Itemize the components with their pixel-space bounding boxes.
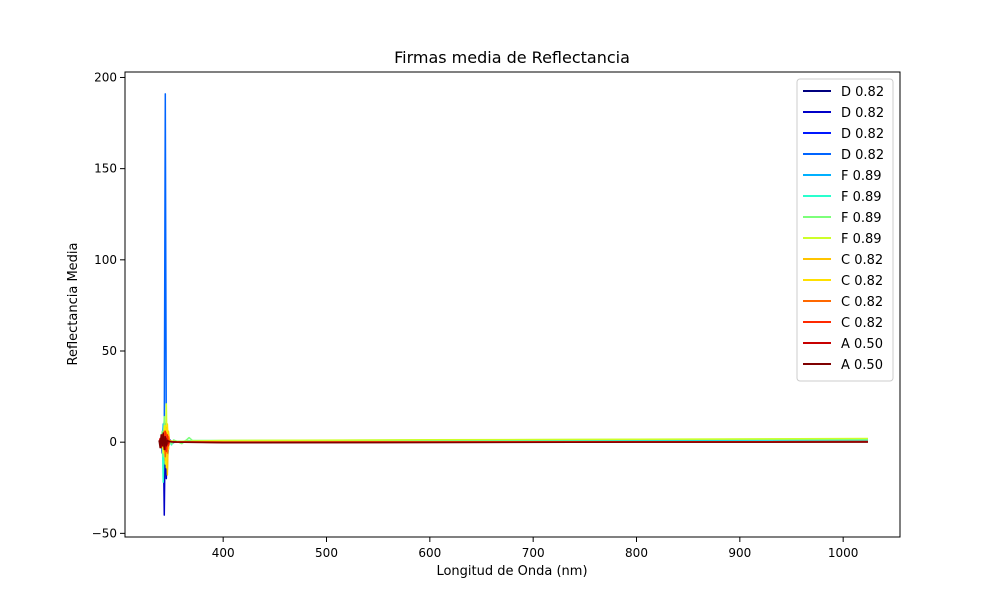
legend-label: D 0.82 xyxy=(841,106,884,121)
y-tick-label: −50 xyxy=(92,526,117,540)
legend-label: A 0.50 xyxy=(841,337,883,352)
x-tick-label: 600 xyxy=(418,546,441,560)
y-tick-label: 0 xyxy=(109,435,117,449)
series-line-2 xyxy=(160,423,868,516)
series-line-1 xyxy=(160,419,868,453)
chart-title: Firmas media de Reflectancia xyxy=(394,48,630,67)
x-tick-label: 1000 xyxy=(828,546,859,560)
plot-frame xyxy=(124,71,901,538)
x-tick-label: 500 xyxy=(315,546,338,560)
legend-label: D 0.82 xyxy=(841,127,884,142)
x-axis: 400 500 600 700 800 900 1000 xyxy=(212,537,859,560)
plot-area xyxy=(158,93,868,516)
x-tick-label: 400 xyxy=(212,546,235,560)
series-line-8 xyxy=(160,403,868,471)
legend: D 0.82 D 0.82 D 0.82 D 0.82 F 0.89 F 0.89 F 0.… xyxy=(796,78,894,382)
legend-label: D 0.82 xyxy=(841,148,884,163)
y-axis-label: Reflectancia Media xyxy=(66,243,81,366)
legend-label: F 0.89 xyxy=(841,169,882,184)
legend-label: C 0.82 xyxy=(841,295,883,310)
legend-label: C 0.82 xyxy=(841,274,883,289)
series-line-6 xyxy=(160,426,868,484)
legend-label: C 0.82 xyxy=(841,253,883,268)
y-tick-label: 200 xyxy=(94,70,117,84)
series-line-10 xyxy=(160,423,868,469)
x-axis-label: Longitud de Onda (nm) xyxy=(436,564,587,579)
legend-label: A 0.50 xyxy=(841,358,883,373)
series-line-14 xyxy=(158,432,868,451)
y-tick-label: 100 xyxy=(94,253,117,267)
legend-label: C 0.82 xyxy=(841,316,883,331)
series-line-9 xyxy=(160,426,868,476)
legend-label: F 0.89 xyxy=(841,211,882,226)
y-tick-label: 50 xyxy=(102,344,117,358)
legend-label: F 0.89 xyxy=(841,190,882,205)
legend-label: F 0.89 xyxy=(841,232,882,247)
legend-label: D 0.82 xyxy=(841,85,884,100)
series-line-7 xyxy=(160,415,868,458)
series-line-11 xyxy=(160,430,868,458)
y-tick-label: 150 xyxy=(94,162,117,176)
series-line-4 xyxy=(160,93,868,453)
y-axis: −50 0 50 100 150 200 xyxy=(92,70,125,540)
x-tick-label: 800 xyxy=(625,546,648,560)
x-tick-label: 700 xyxy=(522,546,545,560)
legend-frame xyxy=(796,78,894,382)
series-line-3 xyxy=(160,430,868,460)
x-tick-label: 900 xyxy=(728,546,751,560)
